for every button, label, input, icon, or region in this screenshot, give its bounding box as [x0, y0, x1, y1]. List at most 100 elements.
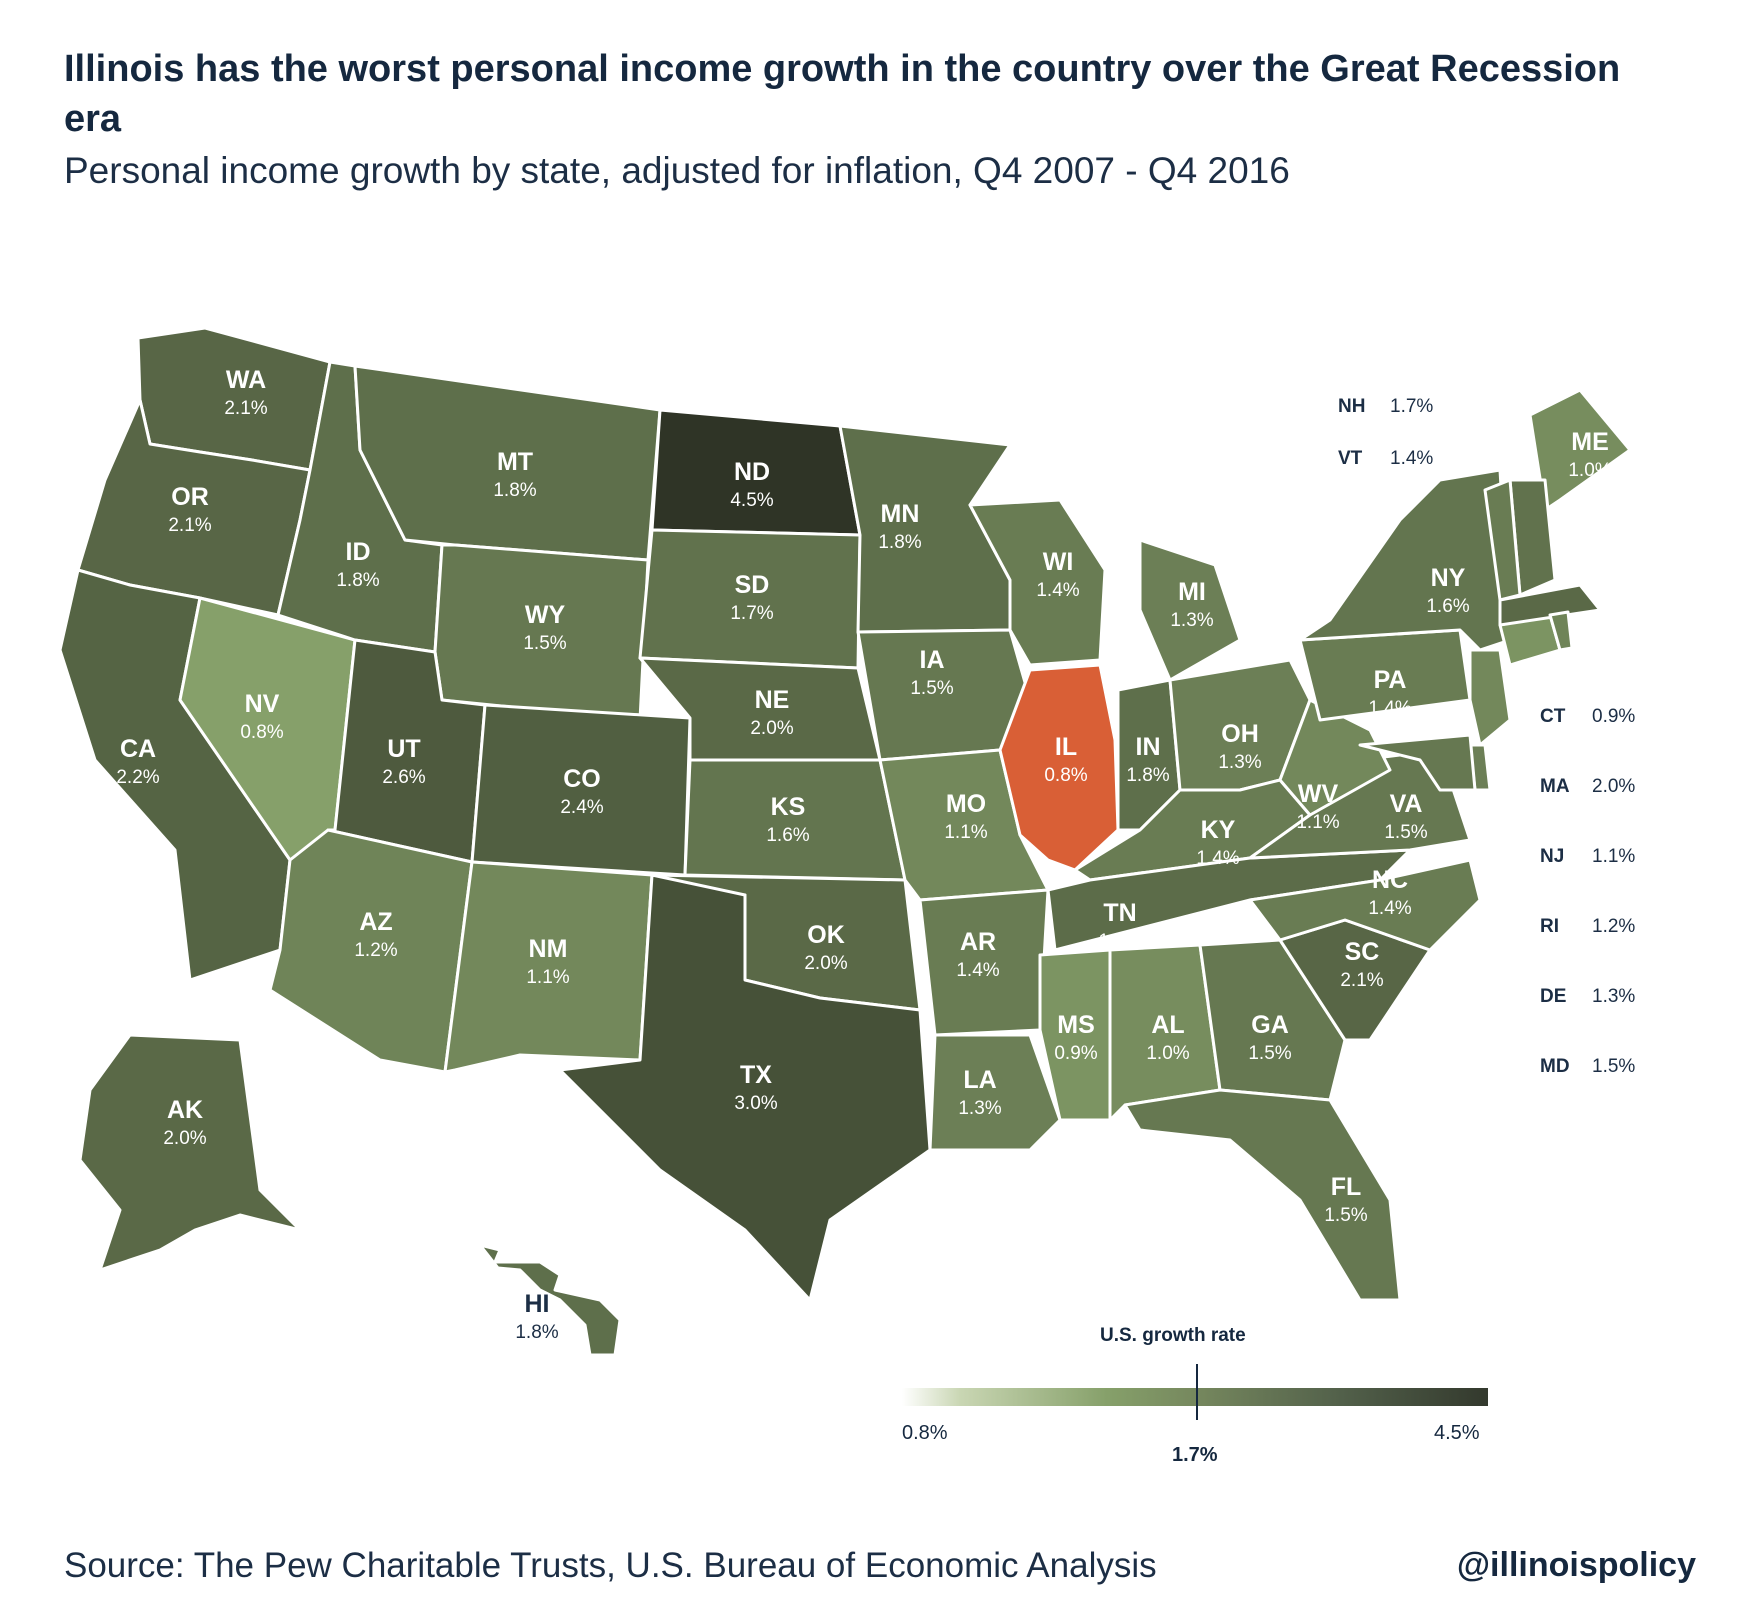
- side-label-ri: RI 1.2%: [1540, 916, 1635, 938]
- state-value-ut: 2.6%: [382, 767, 425, 788]
- state-abbr-sd: SD: [735, 571, 770, 599]
- state-abbr-wi: WI: [1043, 548, 1074, 576]
- state-value-tn: 1.9%: [1098, 931, 1141, 952]
- state-value-ks: 1.6%: [766, 825, 809, 846]
- state-value-ne: 2.0%: [750, 718, 793, 739]
- state-value-mn: 1.8%: [878, 532, 921, 553]
- state-abbr-ne: NE: [755, 686, 790, 714]
- side-label-md: MD 1.5%: [1540, 1056, 1635, 1078]
- state-abbr-nd: ND: [734, 458, 770, 486]
- state-abbr-ar: AR: [960, 928, 996, 956]
- side-label-ma: MA 2.0%: [1540, 776, 1635, 798]
- state-value-sc: 2.1%: [1340, 970, 1383, 991]
- state-abbr-wv: WV: [1298, 780, 1339, 808]
- chart-title: Illinois has the worst personal income g…: [64, 48, 1621, 140]
- side-abbr-nj: NJ: [1540, 846, 1565, 867]
- state-abbr-tn: TN: [1103, 899, 1136, 927]
- state-value-ky: 1.4%: [1196, 848, 1239, 869]
- state-shapes: [58, 326, 1632, 1357]
- side-label-nh: NH 1.7%: [1338, 396, 1433, 418]
- state-value-il: 0.8%: [1044, 765, 1087, 786]
- state-value-ia: 1.5%: [910, 678, 953, 699]
- state-abbr-nm: NM: [529, 935, 568, 963]
- state-value-me: 1.0%: [1568, 460, 1611, 481]
- state-abbr-ny: NY: [1431, 564, 1466, 592]
- state-abbr-wy: WY: [525, 601, 566, 629]
- side-value-ct: 0.9%: [1592, 706, 1636, 727]
- brand-handle: @illinoispolicy: [1456, 1546, 1696, 1584]
- legend-min-label: 0.8%: [902, 1422, 948, 1444]
- state-value-la: 1.3%: [958, 1098, 1001, 1119]
- side-abbr-md: MD: [1540, 1056, 1570, 1077]
- state-sd: [638, 528, 862, 670]
- state-value-nd: 4.5%: [730, 490, 773, 511]
- state-la: [928, 1033, 1062, 1152]
- state-value-al: 1.0%: [1146, 1043, 1189, 1064]
- state-abbr-me: ME: [1571, 428, 1609, 456]
- side-value-de: 1.3%: [1592, 986, 1636, 1007]
- state-ms: [1038, 948, 1112, 1122]
- state-value-fl: 1.5%: [1324, 1205, 1367, 1226]
- state-mi: [1138, 538, 1242, 682]
- state-value-mo: 1.1%: [944, 822, 987, 843]
- state-abbr-al: AL: [1151, 1011, 1184, 1039]
- state-value-in: 1.8%: [1126, 765, 1169, 786]
- state-md: [1358, 733, 1477, 792]
- state-value-id: 1.8%: [336, 570, 379, 591]
- legend-title: U.S. growth rate: [1100, 1325, 1246, 1346]
- state-abbr-or: OR: [171, 483, 209, 511]
- state-value-ar: 1.4%: [956, 960, 999, 981]
- state-value-hi: 1.8%: [515, 1322, 558, 1343]
- state-value-ga: 1.5%: [1248, 1043, 1291, 1064]
- state-value-wy: 1.5%: [523, 633, 566, 654]
- state-value-ms: 0.9%: [1054, 1043, 1097, 1064]
- state-value-tx: 3.0%: [734, 1093, 777, 1114]
- state-value-wa: 2.1%: [224, 398, 267, 419]
- state-abbr-az: AZ: [359, 908, 392, 936]
- legend-gradient: [902, 1388, 1488, 1406]
- side-value-md: 1.5%: [1592, 1056, 1636, 1077]
- state-value-az: 1.2%: [354, 940, 397, 961]
- state-abbr-wa: WA: [226, 366, 266, 394]
- state-ak: [78, 1033, 302, 1272]
- side-label-de: DE 1.3%: [1540, 986, 1635, 1008]
- state-abbr-mo: MO: [946, 790, 986, 818]
- side-value-nh: 1.7%: [1390, 396, 1434, 417]
- state-ma: [1498, 583, 1602, 627]
- side-value-vt: 1.4%: [1390, 448, 1434, 469]
- state-abbr-la: LA: [963, 1066, 996, 1094]
- side-label-vt: VT 1.4%: [1338, 448, 1433, 470]
- state-abbr-ga: GA: [1251, 1011, 1289, 1039]
- side-abbr-nh: NH: [1338, 396, 1366, 417]
- state-abbr-tx: TX: [740, 1061, 772, 1089]
- side-label-ct: CT 0.9%: [1540, 706, 1635, 728]
- state-abbr-ok: OK: [807, 921, 845, 949]
- state-nj: [1468, 648, 1512, 747]
- state-abbr-mi: MI: [1178, 578, 1206, 606]
- state-value-nv: 0.8%: [240, 722, 283, 743]
- state-value-wv: 1.1%: [1296, 812, 1339, 833]
- state-abbr-co: CO: [563, 765, 601, 793]
- state-ny: [1298, 468, 1512, 652]
- state-abbr-il: IL: [1055, 733, 1077, 761]
- state-value-ny: 1.6%: [1426, 596, 1469, 617]
- source-note: Source: The Pew Charitable Trusts, U.S. …: [64, 1546, 1157, 1585]
- state-value-ok: 2.0%: [804, 953, 847, 974]
- state-ga: [1198, 938, 1347, 1102]
- state-fl: [1123, 1088, 1402, 1302]
- state-abbr-in: IN: [1136, 733, 1161, 761]
- state-abbr-hi: HI: [525, 1290, 550, 1318]
- state-abbr-ut: UT: [387, 735, 420, 763]
- state-value-sd: 1.7%: [730, 603, 773, 624]
- side-label-nj: NJ 1.1%: [1540, 846, 1635, 868]
- state-value-mt: 1.8%: [493, 480, 536, 501]
- chart-subtitle: Personal income growth by state, adjuste…: [64, 150, 1290, 191]
- side-abbr-ri: RI: [1540, 916, 1559, 937]
- state-hi: [478, 1243, 622, 1357]
- state-wi: [968, 498, 1107, 667]
- state-abbr-ak: AK: [167, 1096, 203, 1124]
- state-abbr-mn: MN: [881, 500, 920, 528]
- state-abbr-oh: OH: [1221, 720, 1259, 748]
- side-abbr-de: DE: [1540, 986, 1567, 1007]
